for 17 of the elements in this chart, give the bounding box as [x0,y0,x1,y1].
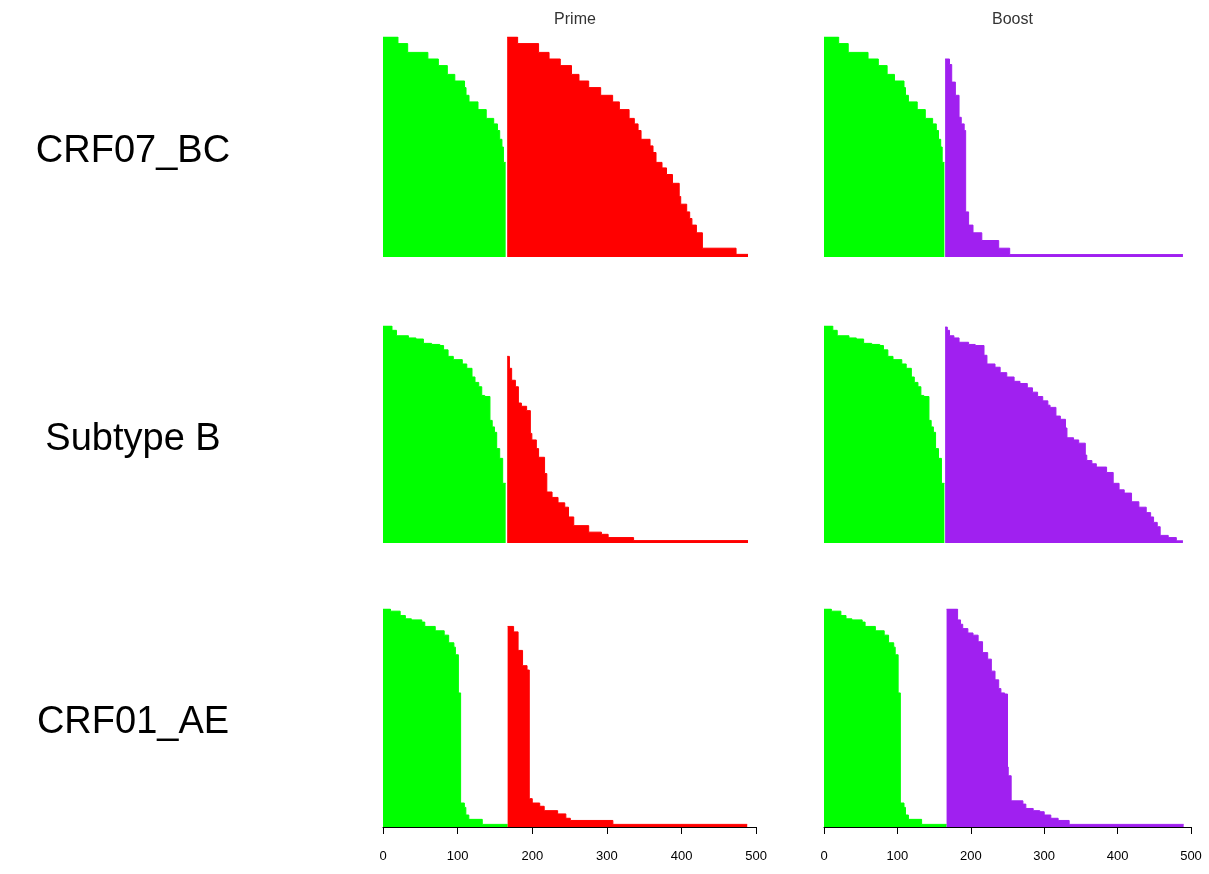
x-tick-label: 500 [1180,848,1202,863]
chart-title: Prime [554,9,596,27]
x-tick-label: 100 [886,848,909,863]
x-tick-label: 0 [379,848,387,863]
x-tick-label: 0 [820,848,828,863]
x-tick-label: 300 [596,848,618,863]
x-tick-label: 200 [959,848,982,863]
y-axis-title: Subtype B [45,415,221,458]
x-tick-label: 500 [745,848,768,863]
x-tick-label: 100 [446,848,469,863]
x-tick-label: 200 [521,848,544,863]
y-axis-title: CRF07_BC [35,128,231,170]
x-tick-label: 400 [670,848,693,863]
x-tick-label: 300 [1033,848,1056,863]
x-tick-label: 400 [1106,848,1129,863]
chart-title: Boost [992,9,1034,27]
y-axis-title: CRF01_AE [36,699,230,741]
